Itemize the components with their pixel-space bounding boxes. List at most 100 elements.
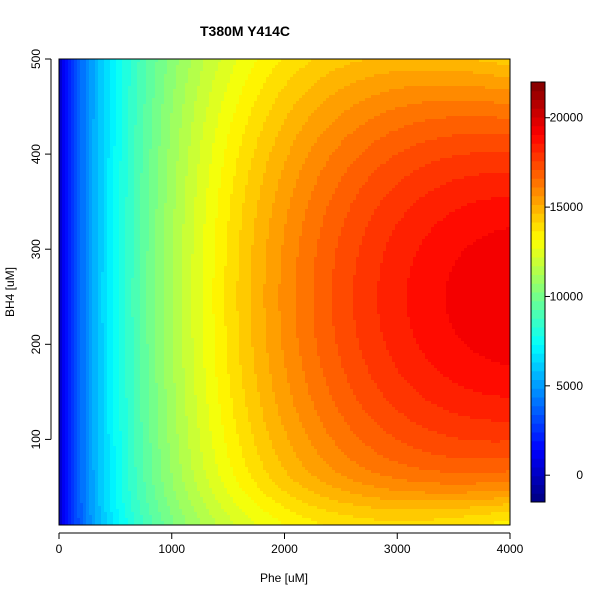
contour-cell [422,95,426,99]
contour-cell [194,122,198,126]
contour-cell [485,134,489,138]
contour-cell [80,74,84,78]
contour-cell [482,113,486,117]
contour-cell [476,80,480,84]
contour-cell [164,83,168,87]
contour-cell [248,146,252,150]
contour-cell [287,131,291,135]
contour-cell [308,101,312,105]
contour-cell [71,71,75,75]
contour-cell [71,146,75,150]
contour-cell [467,146,471,150]
contour-cell [335,131,339,135]
contour-cell [179,146,183,150]
contour-cell [59,101,63,105]
contour-cell [467,59,471,63]
contour-cell [203,128,207,132]
contour-cell [80,92,84,96]
contour-cell [218,122,222,126]
contour-cell [476,110,480,114]
contour-cell [104,98,108,102]
contour-cell [332,116,336,120]
contour-cell [386,68,390,72]
contour-cell [338,137,342,141]
contour-cell [182,140,186,144]
contour-cell [128,89,132,93]
contour-cell [326,59,330,63]
contour-cell [506,92,510,96]
contour-cell [482,134,486,138]
contour-cell [416,113,420,117]
contour-cell [260,140,264,144]
contour-cell [383,89,387,93]
contour-cell [476,122,480,126]
contour-cell [362,134,366,138]
contour-cell [461,77,465,81]
contour-cell [149,128,153,132]
contour-cell [338,95,342,99]
contour-cell [80,137,84,141]
contour-cell [476,98,480,102]
contour-cell [194,101,198,105]
contour-cell [158,113,162,117]
contour-cell [155,98,159,102]
contour-cell [98,119,102,123]
contour-cell [395,65,399,69]
contour-cell [206,80,210,84]
contour-cell [74,92,78,96]
contour-cell [248,98,252,102]
contour-cell [149,122,153,126]
contour-cell [455,92,459,96]
contour-cell [275,80,279,84]
contour-cell [404,68,408,72]
contour-cell [413,62,417,66]
contour-cell [188,122,192,126]
contour-cell [428,83,432,87]
contour-cell [122,71,126,75]
contour-cell [398,95,402,99]
contour-cell [191,89,195,93]
contour-cell [98,74,102,78]
contour-cell [305,92,309,96]
contour-cell [140,62,144,66]
contour-cell [446,98,450,102]
contour-cell [386,107,390,111]
contour-cell [374,89,378,93]
contour-cell [338,80,342,84]
contour-cell [128,116,132,120]
contour-cell [143,134,147,138]
contour-cell [398,107,402,111]
contour-cell [164,122,168,126]
contour-cell [437,80,441,84]
contour-cell [392,59,396,63]
contour-cell [311,59,315,63]
contour-cell [236,122,240,126]
contour-cell [422,83,426,87]
contour-cell [314,83,318,87]
contour-cell [497,62,501,66]
contour-cell [62,98,66,102]
contour-cell [350,131,354,135]
contour-cell [398,143,402,147]
contour-cell [365,95,369,99]
contour-cell [164,80,168,84]
contour-cell [476,65,480,69]
contour-cell [449,113,453,117]
contour-cell [98,95,102,99]
contour-cell [461,62,465,66]
contour-cell [86,140,90,144]
contour-cell [71,80,75,84]
contour-cell [470,131,474,135]
contour-cell [494,74,498,78]
contour-cell [134,77,138,81]
contour-cell [278,116,282,120]
contour-cell [110,71,114,75]
contour-cell [218,113,222,117]
contour-cell [446,62,450,66]
contour-cell [161,77,165,81]
contour-cell [410,146,414,150]
contour-cell [494,98,498,102]
contour-cell [152,59,156,63]
contour-cell [212,65,216,69]
contour-cell [176,116,180,120]
